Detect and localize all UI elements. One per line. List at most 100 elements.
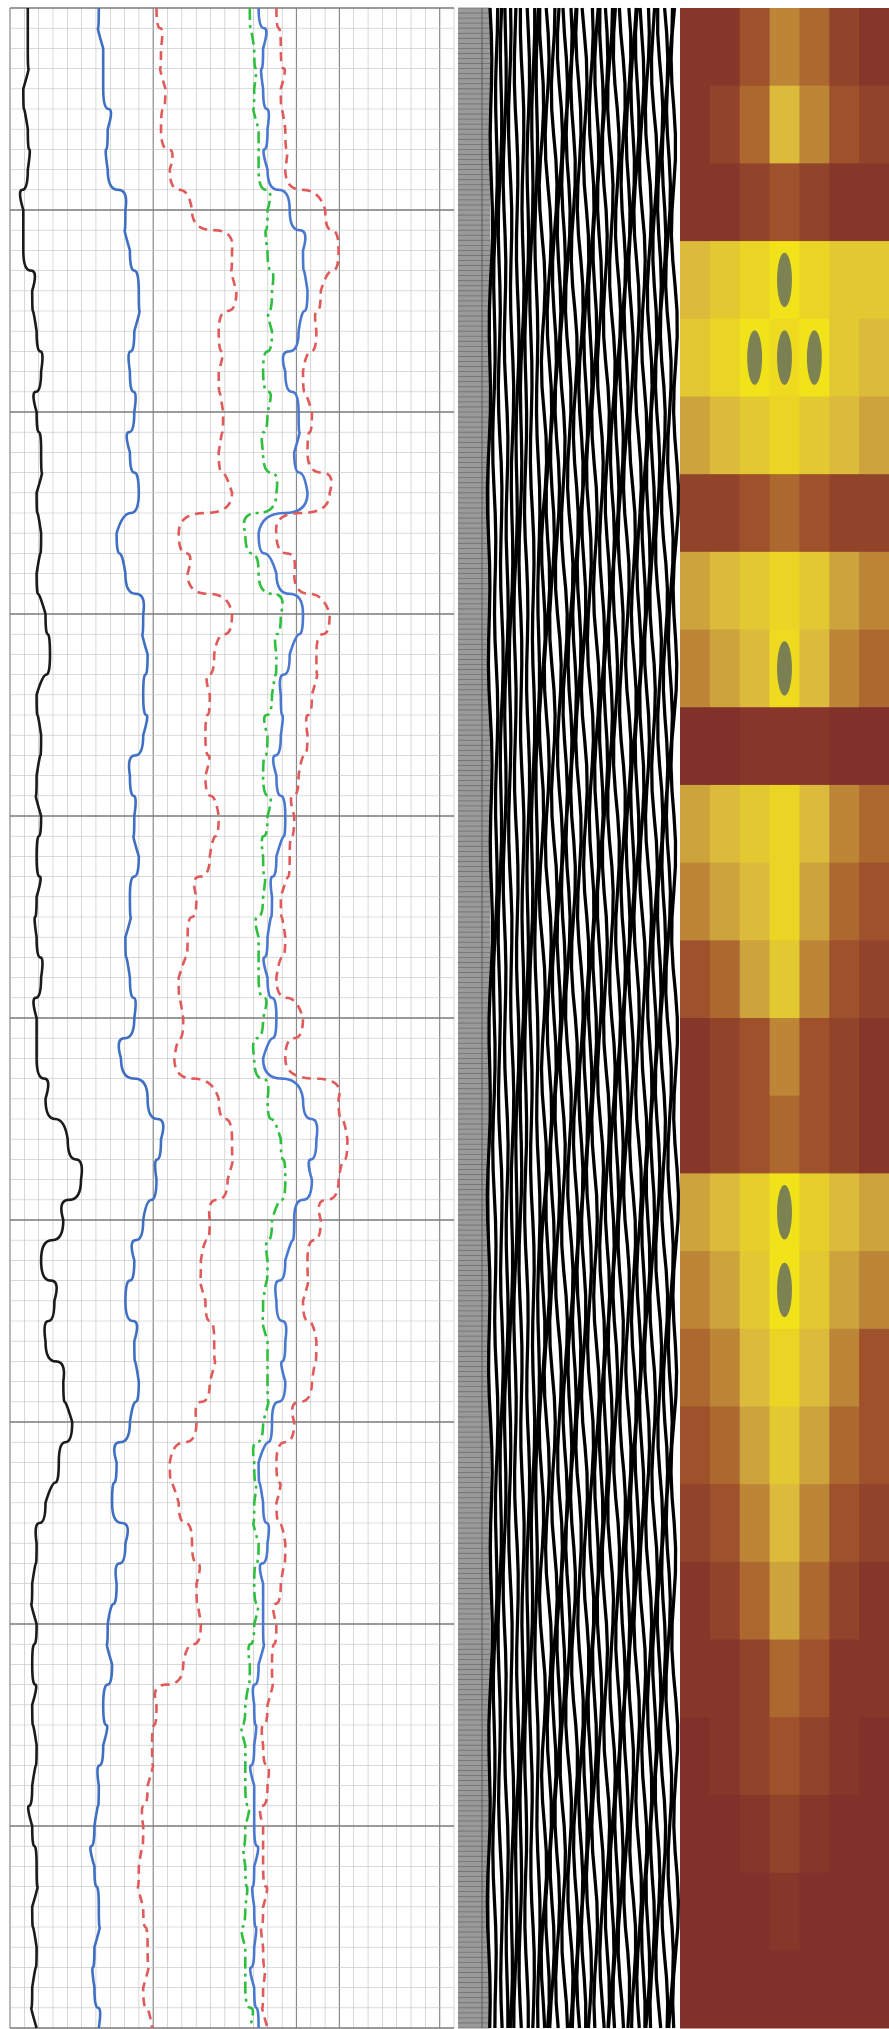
heatmap-cell (829, 8, 860, 87)
heatmap-cell (739, 8, 771, 87)
heatmap-cell (829, 1018, 860, 1097)
series-line-2 (89, 7, 165, 2029)
heatmap-cell (769, 1639, 800, 1718)
heatmap-cell (709, 1561, 741, 1641)
heatmap-cell (680, 1018, 711, 1097)
heatmap-cell (769, 8, 800, 87)
heatmap-cell (859, 396, 889, 475)
heatmap-cell (709, 707, 741, 786)
heatmap-cell (829, 1484, 860, 1563)
vdl-stripe (485, 7, 495, 2029)
vdl-stripe (658, 7, 670, 2029)
heatmap-cell (709, 1484, 741, 1563)
vdl-stripe (496, 7, 505, 2029)
series-line-5 (248, 7, 319, 2029)
heatmap-cell (769, 1872, 800, 1951)
heatmap-cell (680, 1717, 711, 1796)
heatmap-cell (859, 1717, 889, 1796)
heatmap-cell (769, 1950, 800, 2029)
heatmap-cell (799, 1484, 830, 1563)
heatmap-cell (859, 163, 889, 242)
heatmap-cell (709, 85, 741, 164)
heatmap-cell (709, 1717, 741, 1796)
heatmap-cell (829, 396, 860, 475)
heatmap-cell (799, 85, 830, 164)
heatmap-cell (709, 241, 741, 320)
heatmap-cell (859, 551, 889, 631)
heatmap-core (777, 330, 792, 385)
heatmap-cell (680, 1173, 711, 1252)
heatmap-cell (739, 1018, 771, 1097)
heatmap-cell (739, 1872, 771, 1951)
heatmap-cell (680, 1872, 711, 1951)
heatmap-cell (709, 1639, 741, 1718)
series-line-6 (258, 7, 349, 2029)
heatmap-cell (829, 629, 860, 708)
heatmap-cell (680, 940, 711, 1019)
heatmap-cell (859, 1794, 889, 1874)
vdl-stripe (548, 7, 559, 2029)
heatmap-cell (709, 1950, 741, 2029)
heatmap-cell (859, 85, 889, 164)
heatmap-cell (799, 1251, 830, 1330)
heatmap-cell (829, 1095, 860, 1174)
vdl-stripe (537, 8, 549, 2029)
vdl-stripe (542, 7, 554, 2029)
heatmap-cell (709, 1794, 741, 1874)
heatmap-cell (829, 85, 860, 164)
heatmap-core (777, 1262, 792, 1318)
heatmap-cell (799, 1406, 830, 1485)
heatmap-cell (769, 163, 800, 242)
heatmap-cell (859, 1639, 889, 1718)
heatmap-core (747, 330, 763, 385)
heatmap-cell (709, 474, 741, 553)
heatmap-cell (769, 474, 800, 553)
heatmap-cell (739, 1173, 771, 1252)
heatmap-cell (829, 318, 860, 397)
heatmap-cell (769, 1328, 800, 1407)
heatmap-cell (709, 1251, 741, 1330)
heatmap-cell (769, 1095, 800, 1174)
heatmap-cell (829, 707, 860, 786)
heatmap-cell (769, 1561, 800, 1641)
heatmap-cell (799, 1794, 830, 1874)
vdl-stripe (517, 8, 526, 2029)
heatmap-cell (739, 1328, 771, 1407)
heatmap-cell (680, 707, 711, 786)
vdl-stripe (558, 7, 570, 2029)
series-line-4 (240, 7, 287, 2029)
heatmap-cell (799, 163, 830, 242)
heatmap-cell (739, 940, 771, 1019)
heatmap-cell (829, 1328, 860, 1407)
heatmap-cell (709, 862, 741, 941)
heatmap-cell (829, 1794, 860, 1874)
heatmap-cell (739, 1950, 771, 2029)
heatmap-cell (799, 474, 830, 553)
heatmap-cell (739, 1484, 771, 1563)
heatmap-cell (739, 629, 771, 708)
vdl-stripe (621, 7, 633, 2029)
heatmap-cell (859, 1328, 889, 1407)
heatmap-cell (829, 940, 860, 1019)
heatmap-cell (680, 1406, 711, 1485)
heatmap-cell (709, 1018, 741, 1097)
heatmap-cell (799, 862, 830, 941)
heatmap-cell (859, 1406, 889, 1485)
heatmap-cell (769, 551, 800, 631)
heatmap-cell (739, 862, 771, 941)
heatmap-cell (680, 1328, 711, 1407)
heatmap-cell (799, 784, 830, 864)
heatmap-cell (709, 8, 741, 87)
vdl-stripe (669, 7, 681, 2029)
heatmap-cell (769, 1018, 800, 1097)
heatmap-cell (709, 1328, 741, 1407)
heatmap-cell (859, 784, 889, 864)
heatmap-cell (859, 1561, 889, 1641)
heatmap-cell (799, 551, 830, 631)
heatmap-cell (799, 1561, 830, 1641)
vdl-stripe (574, 7, 585, 2029)
heatmap-cell (739, 551, 771, 631)
heatmap-cell (739, 474, 771, 553)
heatmap-cell (680, 318, 711, 397)
vdl-stripe (563, 7, 575, 2029)
